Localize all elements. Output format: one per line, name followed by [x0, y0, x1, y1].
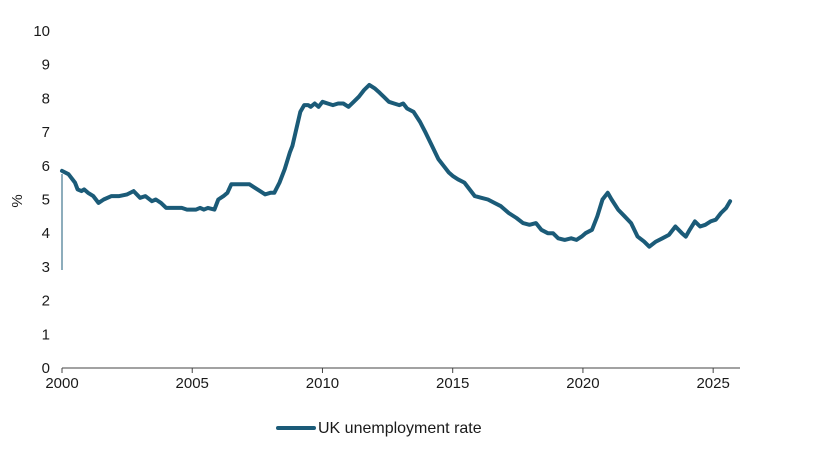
x-axis-ticks: 2000 2005 2010 2015 2020 2025 — [45, 368, 730, 392]
x-tick-label: 2010 — [306, 375, 339, 392]
y-tick-label: 8 — [42, 90, 50, 107]
series-line-uk-unemployment-rate — [60, 82, 733, 249]
y-tick-label: 0 — [42, 360, 50, 377]
y-tick-label: 5 — [42, 192, 50, 209]
legend: UK unemployment rate — [276, 420, 482, 437]
y-tick-label: 6 — [42, 158, 50, 175]
y-tick-label: 9 — [42, 57, 50, 74]
y-axis-ticks: 0 1 2 3 4 5 6 7 8 9 10 — [33, 23, 50, 377]
x-tick-label: 2025 — [696, 375, 729, 392]
y-tick-label: 7 — [42, 124, 50, 141]
x-tick-label: 2005 — [176, 375, 209, 392]
x-tick-label: 2015 — [436, 375, 469, 392]
y-tick-label: 1 — [42, 326, 50, 343]
y-tick-label: 2 — [42, 293, 50, 310]
y-axis-title: % — [9, 194, 26, 207]
y-tick-label: 3 — [42, 259, 50, 276]
y-tick-label: 4 — [42, 225, 50, 242]
legend-label: UK unemployment rate — [318, 420, 482, 437]
x-tick-label: 2000 — [45, 375, 78, 392]
x-tick-label: 2020 — [566, 375, 599, 392]
y-tick-label: 10 — [33, 23, 50, 40]
